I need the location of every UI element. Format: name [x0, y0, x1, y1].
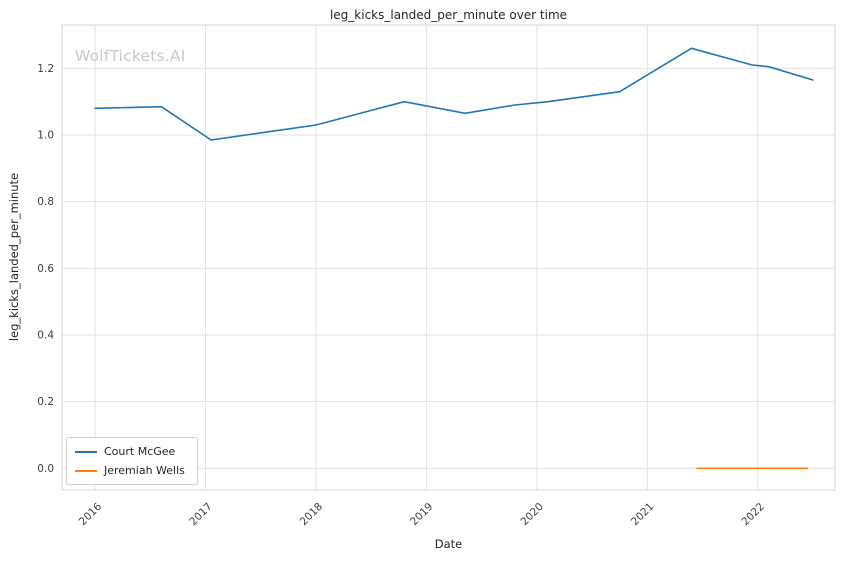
legend-line-swatch [75, 469, 97, 472]
y-tick-label: 0.0 [37, 463, 54, 475]
y-tick-label: 0.6 [37, 263, 54, 275]
y-tick-label: 1.2 [37, 63, 54, 75]
chart-title: leg_kicks_landed_per_minute over time [329, 8, 568, 22]
x-tick-label: 2017 [187, 501, 214, 528]
x-tick-label: 2016 [77, 500, 105, 528]
series-line-court-mcgee [94, 47, 814, 141]
x-tick-label: 2020 [519, 501, 546, 528]
x-tick-label: 2022 [739, 501, 766, 528]
y-tick-label: 0.2 [37, 396, 54, 408]
legend: Court McGee Jeremiah Wells [66, 437, 198, 485]
legend-label: Jeremiah Wells [104, 464, 185, 477]
legend-line-swatch [75, 450, 97, 453]
y-tick-label: 0.4 [37, 330, 54, 342]
x-tick-label: 2018 [298, 501, 325, 528]
x-axis-label: Date [434, 537, 463, 551]
legend-item: Jeremiah Wells [75, 464, 185, 477]
x-tick-label: 2021 [629, 501, 656, 528]
x-tick-label: 2019 [408, 501, 435, 528]
y-tick-label: 0.8 [37, 196, 54, 208]
legend-label: Court McGee [104, 445, 176, 458]
watermark: WolfTickets.AI [75, 47, 186, 65]
legend-item: Court McGee [75, 445, 185, 458]
plot-border [61, 24, 836, 491]
y-tick-label: 1.0 [37, 130, 54, 142]
